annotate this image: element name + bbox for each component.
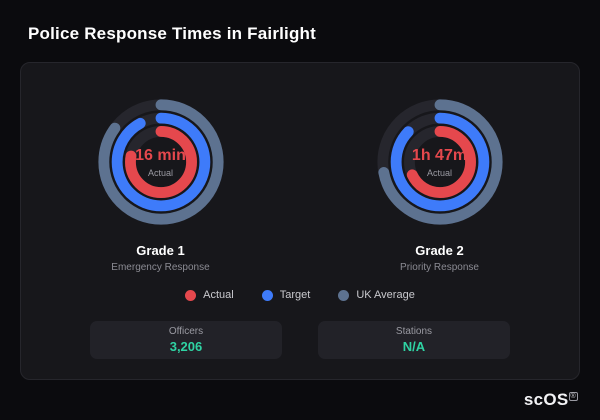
- legend-item-uk-average[interactable]: UK Average: [338, 289, 415, 301]
- stat-label: Stations: [395, 326, 433, 337]
- legend-item-actual[interactable]: Actual: [185, 289, 234, 301]
- gauge-sublabel: Priority Response: [400, 262, 479, 273]
- gauge-name: Grade 1: [136, 243, 185, 258]
- stat-box-officers: Officers 3,206: [90, 321, 282, 359]
- gauge-grade-1: 16 min Actual Grade 1 Emergency Response: [21, 93, 300, 273]
- scos-logo: scOS ®: [524, 390, 578, 410]
- scos-logo-text: scOS: [523, 390, 569, 409]
- legend-dot-uk-average-icon: [338, 289, 350, 301]
- stat-box-stations: Stations N/A: [318, 321, 510, 359]
- legend-item-target[interactable]: Target: [261, 289, 311, 301]
- gauge-sublabel: Emergency Response: [111, 262, 210, 273]
- gauge-grade-1-rings-wrap: 16 min Actual: [92, 93, 230, 231]
- legend-label: Target: [279, 289, 311, 301]
- stat-label: Officers: [168, 326, 204, 337]
- stats-row: Officers 3,206 Stations N/A: [21, 321, 579, 359]
- stat-value: 3,206: [169, 339, 203, 354]
- legend-label: UK Average: [356, 289, 415, 301]
- gauge-grade-2-rings-wrap: 1h 47m Actual: [371, 93, 509, 231]
- gauge-grade-2: 1h 47m Actual Grade 2 Priority Response: [300, 93, 579, 273]
- chart-legend: Actual Target UK Average: [21, 289, 579, 301]
- gauges-row: 16 min Actual Grade 1 Emergency Response…: [21, 93, 579, 273]
- response-times-card: 16 min Actual Grade 1 Emergency Response…: [20, 62, 580, 380]
- gauge-name: Grade 2: [415, 243, 464, 258]
- registered-trademark-icon: ®: [568, 392, 578, 402]
- gauge-rings-chart: [376, 99, 503, 225]
- stat-value: N/A: [402, 339, 426, 354]
- gauge-rings-chart: [97, 99, 224, 225]
- legend-label: Actual: [203, 289, 234, 301]
- page-title: Police Response Times in Fairlight: [28, 24, 317, 43]
- legend-dot-target-icon: [261, 289, 273, 301]
- legend-dot-actual-icon: [185, 289, 197, 301]
